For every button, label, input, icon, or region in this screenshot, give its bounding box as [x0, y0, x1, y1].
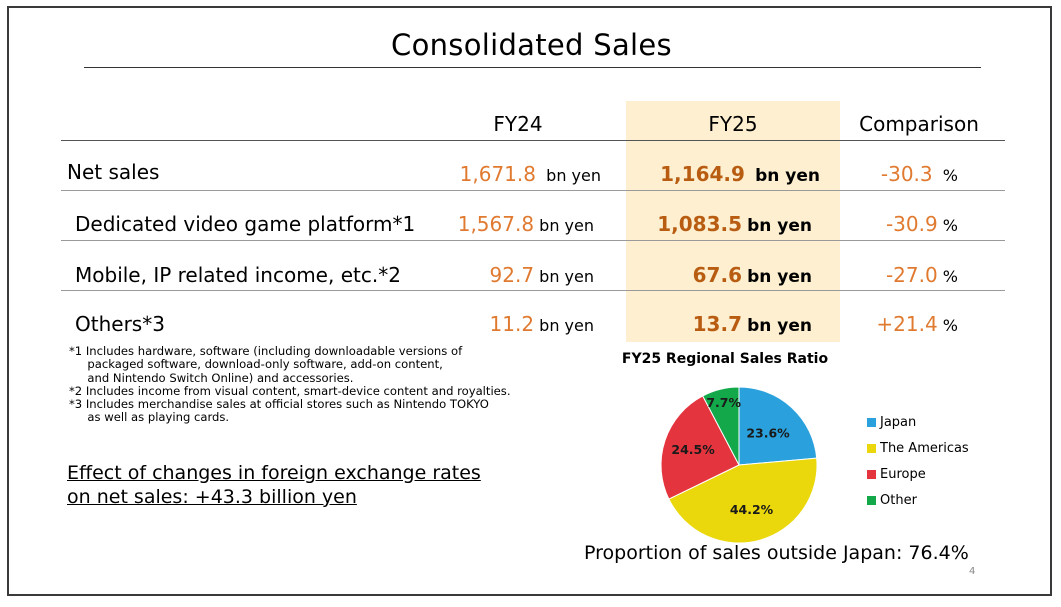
dedicated-fy25-value: 1,083.5	[657, 212, 742, 236]
pie-label-the-americas: 44.2%	[730, 502, 774, 517]
others-fy25: 13.7 bn yen	[693, 312, 812, 336]
column-header-fy25: FY25	[708, 112, 758, 136]
net-sales-fy25-unit: bn yen	[755, 166, 820, 186]
pie-slice-the-americas	[668, 457, 818, 544]
chart-legend: Japan The Americas Europe Other	[867, 409, 969, 513]
header-divider	[61, 140, 1005, 141]
others-fy24: 11.2 bn yen	[490, 312, 594, 336]
page-number: 4	[969, 566, 976, 577]
dedicated-fy24-unit: bn yen	[539, 216, 594, 235]
legend-label: Japan	[880, 414, 917, 430]
net-sales-comparison-value: -30.3	[880, 162, 933, 186]
legend-swatch	[867, 443, 876, 453]
mobile-ip-fy25-value: 67.6	[692, 263, 742, 287]
legend-label: Other	[880, 492, 917, 508]
dedicated-fy25: 1,083.5 bn yen	[657, 212, 812, 236]
net-sales-fy24-unit: bn yen	[546, 166, 601, 185]
row-divider	[61, 240, 1005, 241]
pie-slice-japan	[738, 386, 818, 466]
fx-effect-line-2: on net sales: +43.3 billion yen	[67, 486, 357, 508]
regional-sales-pie-chart: 23.6% 44.2% 24.5% 7.7%	[660, 386, 818, 544]
others-comparison-value: +21.4	[876, 312, 938, 336]
others-fy25-unit: bn yen	[747, 316, 812, 336]
legend-swatch	[867, 495, 876, 505]
outside-japan-proportion: Proportion of sales outside Japan: 76.4%	[584, 542, 969, 564]
mobile-ip-comparison: -27.0 %	[886, 263, 958, 287]
mobile-ip-fy24-unit: bn yen	[539, 267, 594, 286]
dedicated-comparison-unit: %	[942, 216, 958, 235]
row-divider	[61, 290, 1005, 291]
row-label-others: Others*3	[75, 312, 165, 336]
mobile-ip-fy25-unit: bn yen	[747, 267, 812, 287]
pie-slice-other	[702, 386, 740, 466]
net-sales-fy25: 1,164.9 bn yen	[660, 162, 820, 186]
mobile-ip-comparison-value: -27.0	[885, 263, 938, 287]
chart-title: FY25 Regional Sales Ratio	[621, 351, 829, 367]
net-sales-fy24: 1,671.8 bn yen	[460, 162, 601, 186]
legend-label: Europe	[880, 466, 926, 482]
row-label-net-sales: Net sales	[67, 160, 160, 184]
fx-effect-line-1: Effect of changes in foreign exchange ra…	[67, 462, 481, 484]
dedicated-comparison-value: -30.9	[885, 212, 938, 236]
pie-label-other: 7.7%	[706, 395, 741, 410]
fy25-column-highlight	[626, 101, 840, 342]
legend-label: The Americas	[880, 440, 969, 456]
footnote-line: packaged software, download-only softwar…	[69, 357, 443, 372]
mobile-ip-fy25: 67.6 bn yen	[693, 263, 812, 287]
net-sales-fy25-value: 1,164.9	[660, 162, 745, 186]
footnote-line: *2 Includes income from visual content, …	[69, 383, 511, 398]
column-header-comparison: Comparison	[859, 112, 979, 136]
footnote-line: *1 Includes hardware, software (includin…	[69, 344, 463, 358]
footnote-line: and Nintendo Switch Online) and accessor…	[69, 370, 354, 385]
mobile-ip-fy24: 92.7 bn yen	[490, 263, 594, 287]
others-fy24-unit: bn yen	[539, 316, 594, 335]
dedicated-fy25-unit: bn yen	[747, 216, 812, 236]
column-header-fy24: FY24	[493, 112, 543, 136]
net-sales-comparison-unit: %	[942, 166, 958, 185]
others-comparison: +21.4 %	[876, 312, 958, 336]
mobile-ip-fy24-value: 92.7	[489, 263, 535, 287]
row-label-dedicated-platform: Dedicated video game platform*1	[75, 212, 416, 236]
legend-item-the-americas: The Americas	[867, 435, 969, 461]
pie-slice-europe	[660, 395, 740, 500]
page-title: Consolidated Sales	[391, 28, 672, 62]
slide: Consolidated Sales FY24 FY25 Comparison …	[7, 6, 1052, 596]
dedicated-comparison: -30.9 %	[886, 212, 958, 236]
pie-label-japan: 23.6%	[746, 425, 790, 440]
footnote-line: as well as playing cards.	[69, 410, 230, 425]
net-sales-comparison: -30.3 %	[881, 162, 958, 186]
mobile-ip-comparison-unit: %	[942, 267, 958, 286]
fx-effect-note: Effect of changes in foreign exchange ra…	[67, 461, 481, 509]
dedicated-fy24-value: 1,567.8	[457, 212, 535, 236]
footnote-line: *3 Includes merchandise sales at officia…	[69, 397, 489, 412]
row-divider	[61, 190, 1005, 191]
others-comparison-unit: %	[942, 316, 958, 335]
legend-swatch	[867, 469, 876, 479]
title-divider	[84, 67, 981, 68]
legend-swatch	[867, 417, 876, 427]
pie-label-europe: 24.5%	[671, 442, 715, 457]
legend-item-other: Other	[867, 487, 969, 513]
others-fy25-value: 13.7	[692, 312, 742, 336]
net-sales-fy24-value: 1,671.8	[459, 162, 536, 186]
legend-item-europe: Europe	[867, 461, 969, 487]
row-label-mobile-ip: Mobile, IP related income, etc.*2	[75, 263, 401, 287]
others-fy24-value: 11.2	[489, 312, 535, 336]
footnotes: *1 Includes hardware, software (includin…	[69, 344, 511, 425]
dedicated-fy24: 1,567.8 bn yen	[458, 212, 594, 236]
legend-item-japan: Japan	[867, 409, 969, 435]
